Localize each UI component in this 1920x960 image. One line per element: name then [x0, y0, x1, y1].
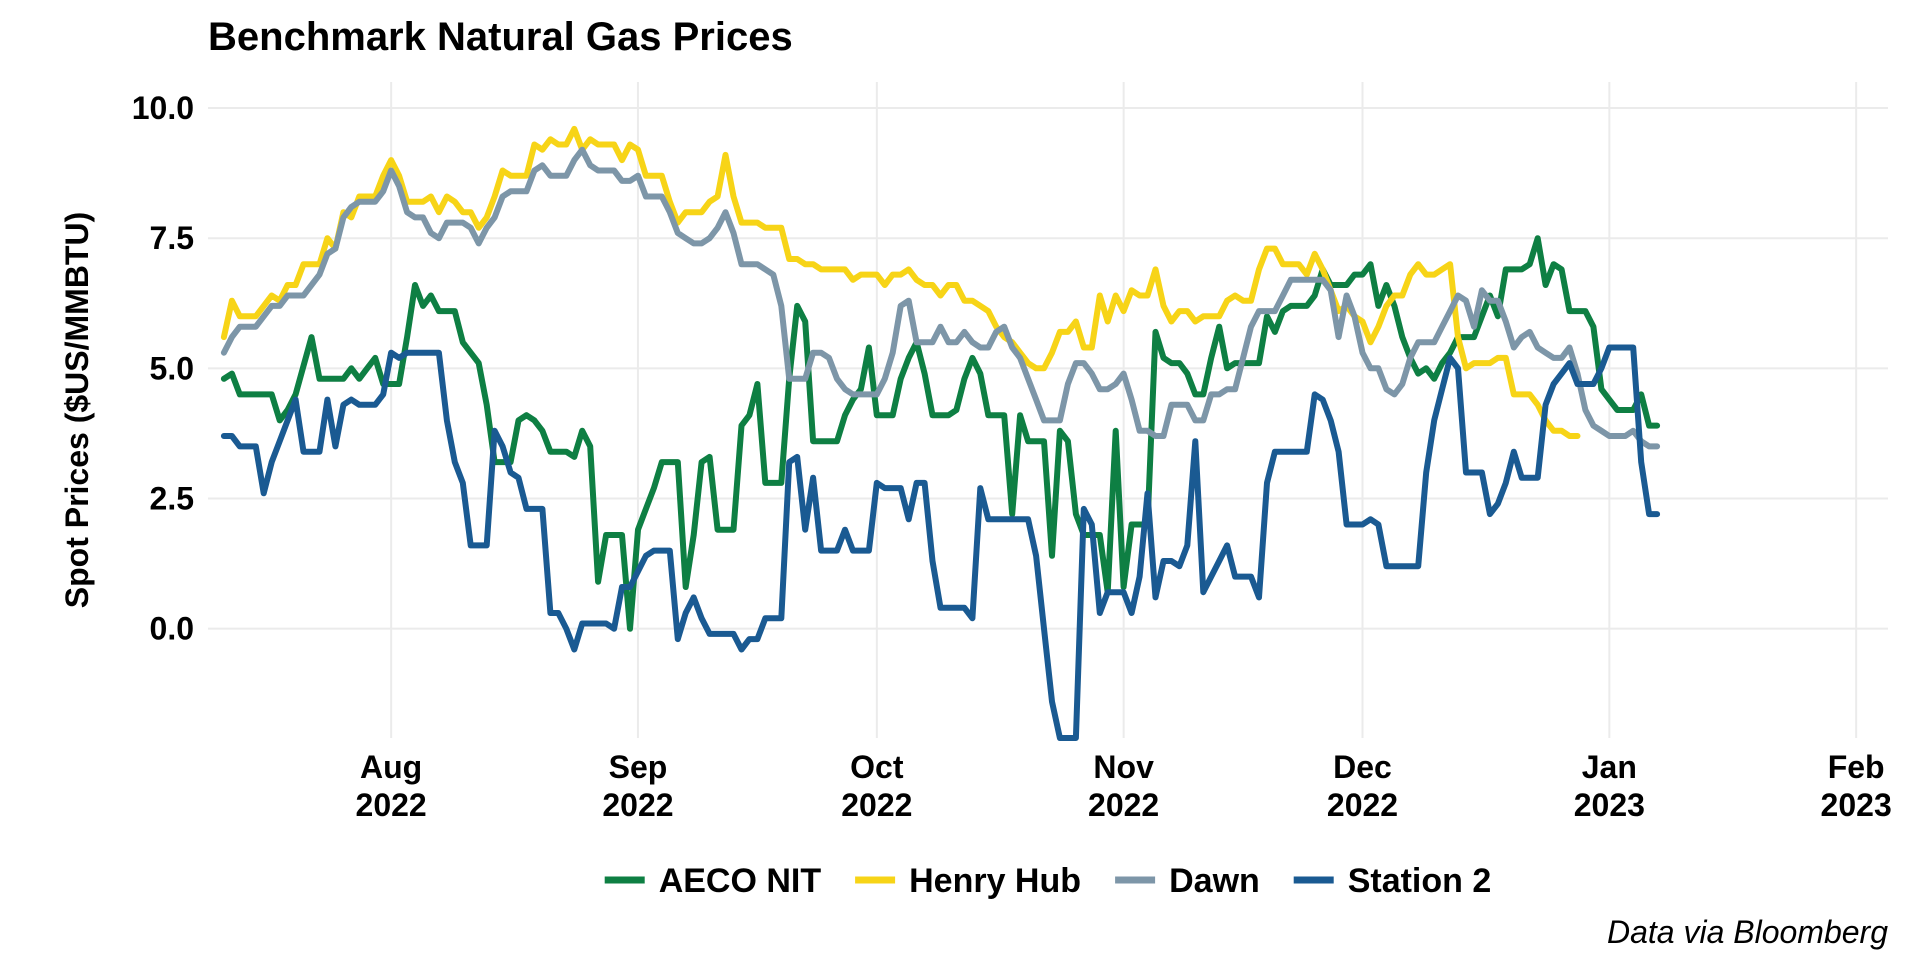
x-tick-year: 2022 [841, 787, 912, 823]
x-tick-year: 2022 [356, 787, 427, 823]
series-lines [220, 125, 1661, 741]
y-tick-label: 5.0 [150, 350, 194, 386]
series-line-station-2 [220, 344, 1661, 741]
legend-label: Dawn [1169, 862, 1260, 900]
legend: AECO NIT Henry Hub Dawn Station 2 [604, 862, 1492, 900]
legend-item: AECO NIT [604, 862, 822, 900]
y-axis: 0.0 2.5 5.0 7.5 10.0 [132, 90, 194, 647]
x-tick-year: 2023 [1821, 787, 1892, 823]
x-tick-year: 2023 [1574, 787, 1645, 823]
legend-item: Dawn [1115, 862, 1260, 900]
x-tick-year: 2022 [1088, 787, 1159, 823]
x-tick-label: Nov 2022 [1088, 749, 1159, 823]
x-tick-month: Oct [850, 749, 904, 785]
x-tick-month: Feb [1828, 749, 1885, 785]
x-tick-month: Jan [1582, 749, 1637, 785]
x-tick-label: Sep 2022 [602, 749, 673, 823]
y-tick-label: 2.5 [150, 481, 194, 517]
legend-item: Henry Hub [855, 862, 1081, 900]
x-tick-label: Jan 2023 [1574, 749, 1645, 823]
legend-label: Station 2 [1348, 862, 1492, 900]
x-tick-label: Aug 2022 [356, 749, 427, 823]
series-line-aeco-nit [220, 235, 1661, 632]
y-tick-label: 10.0 [132, 90, 194, 126]
y-tick-label: 0.0 [150, 611, 194, 647]
x-tick-month: Nov [1093, 749, 1154, 785]
legend-label: Henry Hub [909, 862, 1081, 900]
x-tick-year: 2022 [602, 787, 673, 823]
series-line-dawn [220, 146, 1661, 450]
x-tick-month: Dec [1333, 749, 1392, 785]
legend-item: Station 2 [1293, 862, 1492, 900]
legend-label: AECO NIT [659, 862, 822, 900]
chart-title: Benchmark Natural Gas Prices [208, 15, 793, 59]
y-axis-label: Spot Prices ($US/MMBTU) [59, 212, 95, 608]
x-tick-month: Sep [609, 749, 668, 785]
data-source-caption: Data via Bloomberg [1607, 914, 1888, 950]
x-tick-label: Feb 2023 [1821, 749, 1892, 823]
x-tick-label: Dec 2022 [1327, 749, 1398, 823]
x-tick-year: 2022 [1327, 787, 1398, 823]
x-tick-label: Oct 2022 [841, 749, 912, 823]
x-tick-month: Aug [360, 749, 422, 785]
y-tick-label: 7.5 [150, 220, 194, 256]
